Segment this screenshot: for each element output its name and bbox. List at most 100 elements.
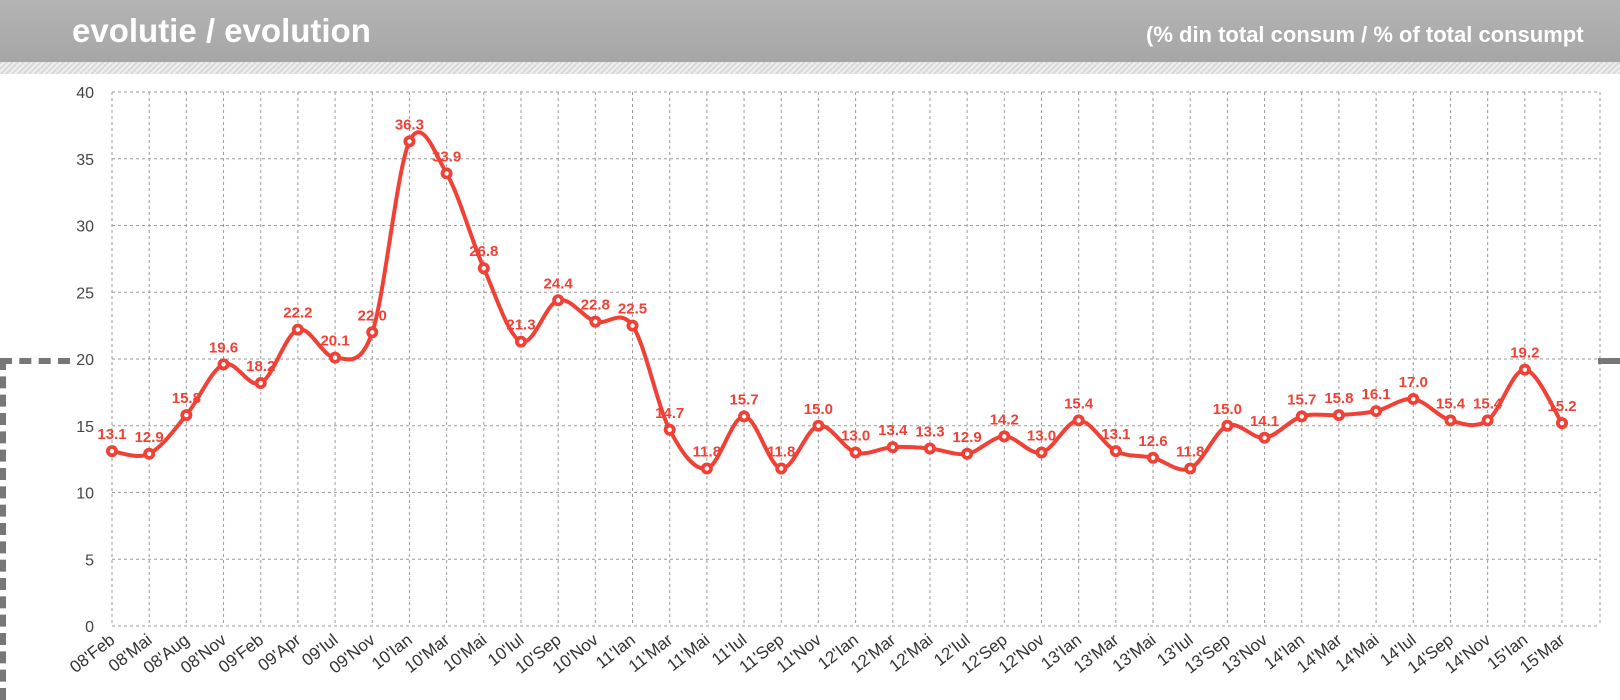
data-point-center (1002, 434, 1007, 439)
data-point-center (1225, 423, 1230, 428)
data-point-center (1411, 396, 1416, 402)
data-label: 26.8 (469, 243, 498, 260)
x-tick-label: 11'Mai (664, 630, 714, 675)
data-label: 14.1 (1250, 413, 1279, 430)
data-point-center (555, 298, 561, 303)
data-point-center (1373, 408, 1379, 414)
data-label: 15.4 (1064, 395, 1094, 412)
data-labels: 13.1 12.9 15.8 19.6 18.2 22.2 20.1 22.0 36.3 33.9… (97, 116, 1576, 460)
data-label: 11.8 (767, 443, 795, 460)
data-point-center (1262, 435, 1267, 440)
data-point-center (741, 414, 747, 419)
data-label: 19.2 (1510, 345, 1539, 362)
data-point-center (927, 446, 933, 451)
data-label: 12.6 (1138, 433, 1167, 450)
data-label: 14.7 (655, 405, 684, 422)
y-tick-label: 20 (76, 352, 94, 369)
x-tick-label: 09'Apr (254, 630, 304, 675)
data-point-center (1299, 414, 1304, 419)
data-label: 21.3 (506, 317, 535, 334)
data-point-center (481, 266, 486, 271)
data-label: 36.3 (395, 116, 424, 133)
y-tick-label: 35 (76, 152, 94, 169)
data-label: 11.8 (1176, 443, 1204, 460)
data-point-center (593, 319, 598, 324)
data-label: 13.1 (1101, 426, 1130, 443)
y-tick-label: 25 (76, 285, 94, 302)
data-point-center (1559, 420, 1565, 426)
chart-header (0, 0, 1620, 62)
x-tick-label: 08'Feb (66, 630, 118, 677)
data-point-center (109, 448, 115, 454)
data-label: 13.1 (97, 426, 126, 443)
data-label: 15.0 (1213, 401, 1242, 418)
data-label: 15.4 (1473, 395, 1503, 412)
y-tick-label: 5 (85, 552, 94, 569)
data-point-center (407, 139, 412, 144)
chart-title: evolutie / evolution (72, 12, 371, 49)
data-label: 33.9 (432, 148, 461, 165)
data-point-center (667, 427, 672, 432)
y-axis-ticks: 0 5 10 15 20 25 30 35 40 (76, 85, 94, 636)
data-label: 13.3 (915, 423, 944, 440)
data-label: 13.4 (878, 422, 908, 439)
data-label: 15.4 (1436, 395, 1466, 412)
data-point-center (890, 444, 895, 450)
data-label: 15.8 (172, 390, 201, 407)
data-point-center (258, 380, 263, 386)
data-point-center (853, 450, 858, 455)
y-tick-label: 40 (76, 85, 94, 102)
data-point-center (1522, 367, 1528, 372)
y-tick-label: 0 (85, 619, 94, 636)
series-line (111, 130, 1564, 472)
data-label: 18.2 (246, 358, 275, 375)
data-point-center (221, 362, 226, 367)
data-point-center (146, 451, 152, 456)
data-point-center (1150, 455, 1156, 460)
data-label: 15.0 (804, 401, 833, 418)
data-point-center (370, 330, 375, 335)
data-point-center (816, 423, 821, 428)
data-label: 22.5 (618, 301, 647, 318)
data-point-center (1485, 418, 1490, 423)
data-label: 12.9 (135, 429, 164, 446)
data-label: 24.4 (544, 275, 574, 292)
x-tick-label: 13'Mai (1109, 630, 1160, 675)
x-tick-label: 11'Mar (625, 630, 676, 676)
y-tick-label: 30 (76, 219, 94, 236)
data-label: 22.2 (283, 305, 312, 322)
y-tick-label: 15 (76, 419, 94, 436)
chart-subtitle: (% din total consum / % of total consump… (1146, 22, 1584, 47)
data-label: 15.8 (1324, 390, 1353, 407)
data-point-center (1113, 448, 1119, 454)
data-point-center (704, 466, 710, 471)
data-label: 13.0 (1027, 427, 1056, 444)
data-point-center (295, 327, 301, 332)
data-label: 17.0 (1399, 374, 1428, 391)
data-label: 12.9 (953, 429, 982, 446)
data-point-center (779, 466, 784, 471)
data-point-center (1039, 450, 1044, 455)
grid (111, 91, 1601, 627)
data-label: 13.0 (841, 427, 870, 444)
data-label: 20.1 (320, 333, 349, 350)
data-label: 19.6 (209, 339, 238, 356)
data-point-center (964, 451, 970, 456)
x-tick-label: 14'Mai (1332, 630, 1383, 675)
x-axis-ticks: 08'Feb08'Mai08'Aug08'Nov09'Feb09'Apr09'I… (66, 630, 1569, 678)
data-point-center (184, 412, 189, 418)
data-point-center (332, 355, 338, 360)
series (106, 130, 1568, 475)
data-point-center (1336, 412, 1342, 418)
data-point-center (630, 323, 635, 328)
data-label: 11.8 (693, 443, 721, 460)
data-label: 15.7 (729, 391, 758, 408)
data-label: 15.2 (1547, 398, 1576, 415)
data-point-center (1448, 418, 1453, 423)
data-point-center (518, 339, 524, 344)
header-shadow (0, 62, 1620, 74)
data-label: 22.0 (358, 307, 387, 324)
data-label: 14.2 (990, 411, 1019, 428)
data-point-center (444, 171, 449, 176)
